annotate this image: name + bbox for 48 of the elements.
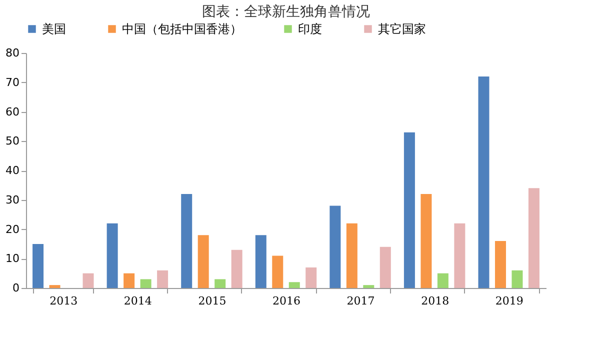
y-tick-label: 30 [6,193,20,206]
bar [181,194,192,288]
x-tick-label: 2018 [421,294,450,308]
bar [49,285,60,288]
y-tick-label: 40 [6,164,20,177]
bar [124,273,135,288]
bar [494,241,506,288]
bar [140,279,152,288]
bar [288,282,300,288]
bar [437,273,448,288]
bar [32,244,44,288]
legend-label: 中国（包括中国香港） [122,22,242,36]
x-tick-label: 2016 [272,294,300,308]
legend-label: 美国 [42,22,66,36]
y-tick-label: 20 [6,222,20,236]
y-tick-label: 70 [6,76,20,89]
y-tick-label: 60 [6,105,20,118]
bar [106,223,118,288]
bar [198,235,209,288]
bar [82,273,94,288]
bar [346,223,358,288]
x-tick-label: 2017 [346,294,375,308]
y-tick-label: 0 [12,282,20,294]
x-tick-label: 2014 [124,294,152,308]
legend-label: 印度 [298,22,322,36]
bar [214,279,226,288]
bar [255,235,266,288]
bar [272,256,284,288]
bar [420,194,432,288]
bar [380,246,391,288]
bar [330,206,341,288]
chart-title: 图表：全球新生独角兽情况 [202,4,370,20]
bar [528,188,540,288]
bar [404,132,415,288]
x-tick-label: 2013 [50,294,78,308]
bar [512,270,523,288]
bar [157,270,168,288]
y-tick-label: 10 [6,252,20,266]
bar [363,285,374,288]
bar [454,223,466,288]
legend-label: 其它国家 [378,22,426,36]
bar [306,267,317,288]
x-tick-label: 2019 [495,294,524,308]
bar [478,76,490,288]
y-tick-label: 50 [6,134,20,148]
x-tick-label: 2015 [198,294,226,308]
bar [231,250,242,288]
y-tick-label: 80 [6,46,20,60]
